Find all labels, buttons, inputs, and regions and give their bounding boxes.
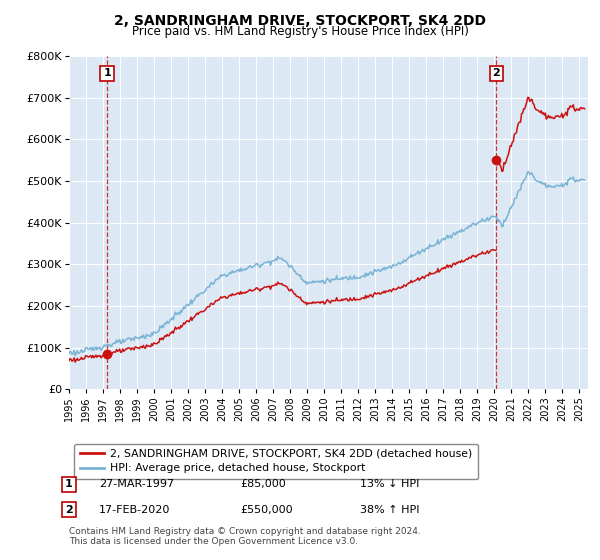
Text: 2: 2 [65,505,73,515]
Legend: 2, SANDRINGHAM DRIVE, STOCKPORT, SK4 2DD (detached house), HPI: Average price, d: 2, SANDRINGHAM DRIVE, STOCKPORT, SK4 2DD… [74,444,478,479]
Text: 2, SANDRINGHAM DRIVE, STOCKPORT, SK4 2DD: 2, SANDRINGHAM DRIVE, STOCKPORT, SK4 2DD [114,14,486,28]
Text: 13% ↓ HPI: 13% ↓ HPI [360,479,419,489]
Text: 17-FEB-2020: 17-FEB-2020 [99,505,170,515]
Text: £85,000: £85,000 [240,479,286,489]
Text: 1: 1 [65,479,73,489]
Text: 27-MAR-1997: 27-MAR-1997 [99,479,174,489]
Text: 2: 2 [493,68,500,78]
Text: Contains HM Land Registry data © Crown copyright and database right 2024.
This d: Contains HM Land Registry data © Crown c… [69,526,421,546]
Text: 38% ↑ HPI: 38% ↑ HPI [360,505,419,515]
Text: Price paid vs. HM Land Registry's House Price Index (HPI): Price paid vs. HM Land Registry's House … [131,25,469,38]
Text: 1: 1 [103,68,111,78]
Text: £550,000: £550,000 [240,505,293,515]
